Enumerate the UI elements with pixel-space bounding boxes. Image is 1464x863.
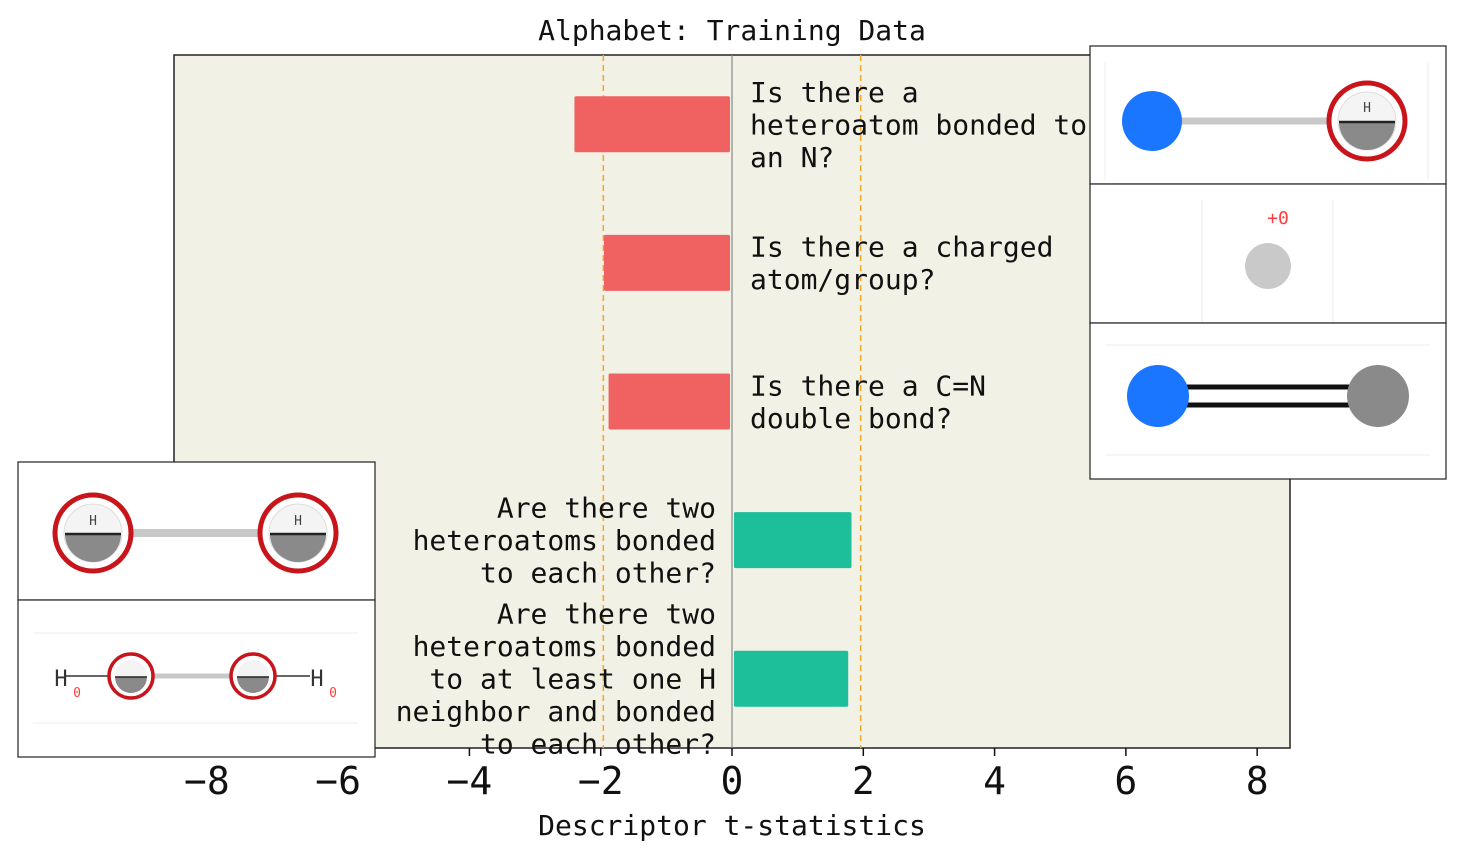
x-tick-label: 8: [1246, 759, 1269, 803]
atom-label: H: [294, 514, 302, 529]
bar-label: atom/group?: [750, 263, 935, 296]
bar-label: Are there two: [497, 492, 716, 525]
carbon-atom-icon: [1347, 365, 1409, 427]
atom-label: H: [1363, 101, 1371, 116]
nitrogen-atom-icon: [1127, 365, 1189, 427]
bar-label: neighbor and bonded: [396, 695, 716, 728]
x-tick-label: 2: [852, 759, 875, 803]
atom-label: H: [310, 667, 323, 692]
atom-label: H: [89, 514, 97, 529]
bars: [574, 96, 852, 707]
charge-label: +0: [1267, 208, 1289, 229]
bar: [734, 512, 852, 569]
x-tick-label: −6: [315, 759, 361, 803]
x-tick-label: −4: [447, 759, 493, 803]
atom-label: H: [54, 667, 67, 692]
bar: [608, 373, 730, 430]
inset-right: H +0: [1089, 45, 1447, 480]
bar-label: to each other?: [480, 557, 716, 590]
x-tick-label: 6: [1114, 759, 1137, 803]
x-tick-label: −8: [184, 759, 230, 803]
bar: [574, 96, 730, 153]
bar: [734, 650, 849, 707]
chart-title: Alphabet: Training Data: [538, 14, 926, 47]
bar-label: Is there a C=N: [750, 369, 986, 402]
bar-label: an N?: [750, 141, 834, 174]
neutral-atom-icon: [1245, 243, 1291, 289]
x-tick-label: 4: [983, 759, 1006, 803]
subscript-label: 0: [73, 686, 81, 701]
bar-label: double bond?: [750, 402, 952, 435]
bar-label: heteroatoms bonded: [413, 524, 716, 557]
bar-label: heteroatoms bonded: [413, 630, 716, 663]
threshold-lines: [602, 55, 862, 748]
x-axis-label: Descriptor t-statistics: [538, 809, 926, 842]
bar-label: Are there two: [497, 598, 716, 631]
bar-label: Is there a: [750, 76, 919, 109]
bar-label: Is there a charged: [750, 231, 1053, 264]
nitrogen-atom-icon: [1122, 91, 1182, 151]
x-tick-label: 0: [721, 759, 744, 803]
bar-label: to at least one H: [429, 663, 716, 696]
bar-label: heteroatom bonded to: [750, 108, 1087, 141]
bar-label: to each other?: [480, 728, 716, 761]
x-tick-label: −2: [578, 759, 624, 803]
subscript-label: 0: [329, 686, 337, 701]
inset-left: H H H 0 H 0: [17, 461, 376, 758]
bar: [603, 234, 730, 291]
x-axis-ticks: −8 −6 −4 −2 0 2 4 6 8: [184, 748, 1269, 803]
